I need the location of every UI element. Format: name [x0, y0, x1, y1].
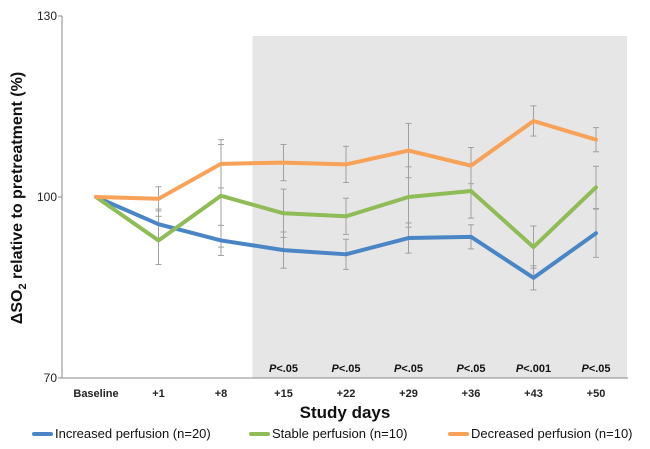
p-value-label: P<.001 [516, 363, 551, 375]
series-lines [94, 118, 598, 280]
x-tick-label: +1 [152, 388, 165, 400]
y-axis-title: ΔSO2 relative to pretreatment (%) [9, 72, 29, 324]
x-tick-label: +22 [337, 388, 356, 400]
x-tick-label: Baseline [73, 388, 118, 400]
y-tick-label: 100 [37, 190, 57, 204]
legend-label: Increased perfusion (n=20) [55, 426, 211, 441]
p-value-label: P<.05 [269, 363, 298, 375]
series-line-0 [94, 195, 598, 280]
x-tick-label: +43 [524, 388, 543, 400]
x-axis-title: Study days [300, 403, 391, 422]
legend-label: Stable perfusion (n=10) [272, 426, 408, 441]
y-axis-ticks: 70 100 130 [37, 9, 62, 385]
p-value-label: P<.05 [581, 363, 610, 375]
x-tick-label: +8 [215, 388, 228, 400]
p-value-label: P<.05 [394, 363, 423, 375]
y-tick-label: 130 [37, 9, 57, 23]
x-tick-label: +50 [587, 388, 606, 400]
p-value-label: P<.05 [331, 363, 360, 375]
x-tick-label: +36 [462, 388, 481, 400]
y-tick-label: 70 [44, 371, 58, 385]
significance-shaded-region [252, 36, 627, 378]
legend: Increased perfusion (n=20) Stable perfusi… [32, 426, 633, 441]
p-value-label: P<.05 [456, 363, 485, 375]
x-axis-ticks: Baseline +1 +8 +15 +22 +29 +36 +43 +50 [73, 388, 605, 400]
series-line-2 [94, 118, 598, 201]
series-line-1 [94, 185, 598, 250]
p-value-labels: P<.05 P<.05 P<.05 P<.05 P<.001 P<.05 [269, 363, 611, 375]
x-tick-label: +15 [274, 388, 293, 400]
x-tick-label: +29 [399, 388, 418, 400]
legend-label: Decreased perfusion (n=10) [471, 426, 633, 441]
